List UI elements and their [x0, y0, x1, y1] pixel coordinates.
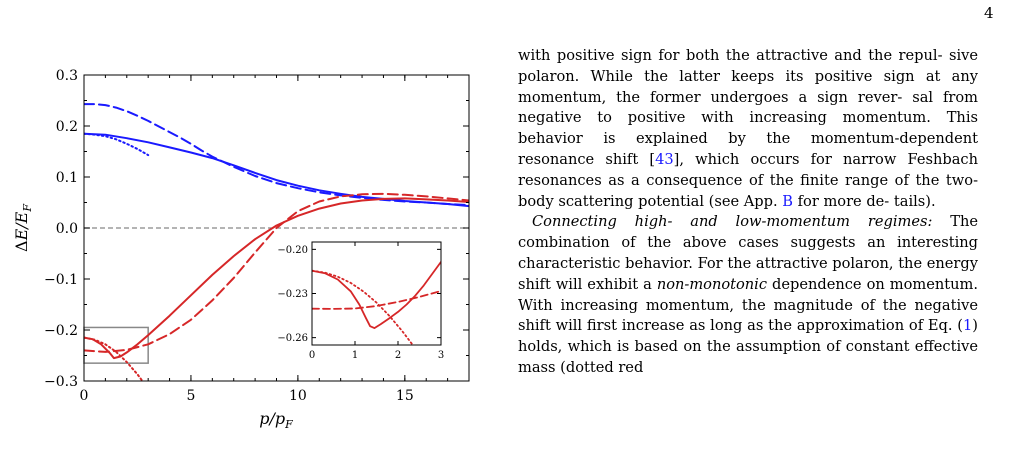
inset-series-red-solid — [312, 260, 441, 330]
x-tick-label: 15 — [396, 388, 414, 404]
y-tick-label: −0.2 — [44, 323, 78, 339]
y-tick-label: 0.3 — [56, 68, 78, 84]
y-tick-label: −0.23 — [277, 289, 308, 300]
y-tick-label: 0.1 — [56, 170, 78, 186]
x-axis-label: p/pF — [259, 409, 293, 431]
appendix-link[interactable]: B — [782, 192, 794, 210]
inset-series-red-dashed — [312, 290, 441, 310]
citation-link[interactable]: 43 — [655, 150, 674, 168]
main-series-blue-solid — [84, 132, 469, 208]
paragraph-1: with positive sign for both the attracti… — [518, 47, 978, 210]
inset-background — [312, 242, 441, 345]
y-tick-label: 0.0 — [56, 221, 78, 237]
x-tick-label: 0 — [80, 388, 89, 404]
y-tick-label: −0.1 — [44, 272, 78, 288]
main-series-red-dashed — [84, 192, 469, 353]
y-tick-label: −0.20 — [277, 245, 308, 256]
y-tick-label: 0.2 — [56, 119, 78, 135]
y-axis-label: ΔE/EF — [12, 204, 34, 252]
y-tick-label: −0.26 — [277, 333, 308, 344]
main-chart: 0 5 10 150.30.20.10.0−0.1−0.2−0.3p/pFΔE/EF0… — [12, 68, 470, 431]
figure: 0 5 10 15 0.3 0.2 0.1 0.0 −0.1 −0.2 −0.3 p/pF ΔE/EF 0… — [0, 40, 500, 450]
x-tick-label: 2 — [395, 350, 401, 361]
text-column: with positive sign for both the attracti… — [518, 46, 978, 379]
inset-chart: 0 1 2 3 −0.20 −0.23 −0.26 — [277, 241, 444, 361]
main-series — [84, 103, 469, 381]
paragraph-heading: Connecting high- and low-momentum regime… — [532, 213, 933, 231]
x-tick-label: 0 — [309, 350, 315, 361]
x-tick-label: 3 — [438, 350, 444, 361]
equation-link[interactable]: 1 — [963, 317, 973, 335]
x-tick-label: 1 — [352, 350, 358, 361]
inset-series — [312, 260, 441, 345]
x-tick-label: 5 — [186, 388, 195, 404]
main-series-blue-dashed — [84, 103, 469, 207]
main-series-red-solid — [84, 197, 469, 360]
y-tick-label: −0.3 — [44, 374, 78, 390]
paragraph-2: Connecting high- and low-momentum regime… — [518, 213, 978, 376]
inset-series-red-dotted — [312, 269, 414, 345]
main-series-blue-dotted — [84, 132, 150, 157]
page-number: 4 — [984, 4, 994, 22]
main-series-red-dotted — [84, 336, 144, 381]
x-tick-label: 10 — [289, 388, 307, 404]
